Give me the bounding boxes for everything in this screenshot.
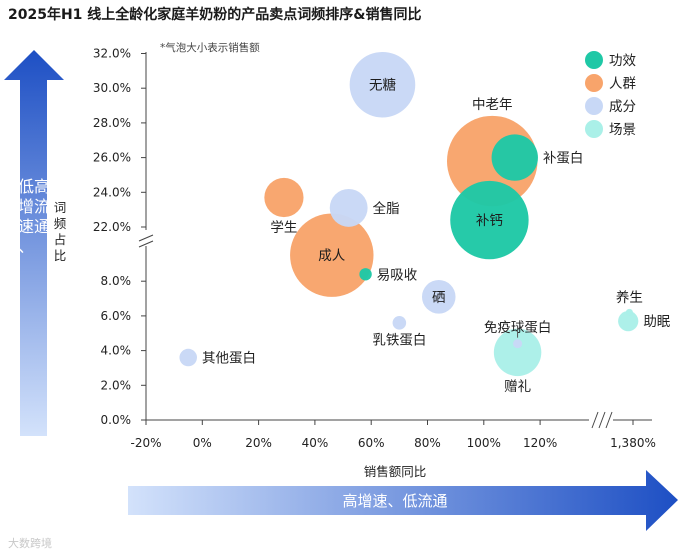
- x-tick-label: 60%: [358, 436, 385, 450]
- vertical-arrow-label: 低增速、高流通: [18, 177, 50, 256]
- bubble-label: 全脂: [373, 200, 400, 217]
- bubble-label: 学生: [270, 220, 297, 236]
- y-axis-title: 词频占比: [54, 200, 67, 263]
- bubble-label: 补蛋白: [543, 151, 584, 167]
- bubble-免疫球蛋白: [513, 339, 523, 349]
- legend-marker-场景: [585, 120, 603, 138]
- y-tick-label: 28.0%: [93, 116, 131, 130]
- bubble-label: 助眠: [643, 314, 670, 330]
- bubble-label: 乳铁蛋白: [372, 333, 426, 349]
- bubble-全脂: [329, 188, 368, 227]
- bubble-label: 无糖: [369, 78, 396, 94]
- bubble-其他蛋白: [179, 348, 197, 367]
- bubble-赠礼: [493, 328, 542, 377]
- x-break-mark-3: [605, 411, 613, 429]
- legend-label: 场景: [609, 122, 636, 138]
- bubble-label: 易吸收: [377, 267, 418, 283]
- y-tick-label: 0.0%: [101, 413, 132, 427]
- bubble-label: 养生: [616, 290, 643, 306]
- y-break-mark-2: [138, 240, 154, 248]
- x-axis-title: 销售额同比: [364, 464, 427, 479]
- bubble-label: 硒: [432, 290, 446, 306]
- y-tick-label: 4.0%: [101, 344, 132, 358]
- bubble-label: 赠礼: [504, 379, 531, 395]
- x-break-mark-1: [591, 411, 599, 429]
- horizontal-arrow-label: 高增速、低流通: [342, 492, 447, 510]
- watermark: 大数跨境: [8, 537, 52, 550]
- y-tick-label: 32.0%: [93, 47, 131, 61]
- x-tick-label: -20%: [130, 436, 161, 450]
- legend-marker-成分: [585, 97, 603, 115]
- chart-title: 2025年H1 线上全龄化家庭羊奶粉的产品卖点词频排序&销售同比: [8, 7, 422, 23]
- x-tick-label: 0%: [193, 436, 212, 450]
- legend-label: 成分: [609, 99, 636, 115]
- legend-label: 人群: [609, 76, 637, 92]
- y-tick-label: 8.0%: [101, 274, 132, 288]
- horizontal-arrow: [128, 470, 678, 531]
- x-break-mark-2: [598, 411, 606, 429]
- bubble-label: 成人: [318, 248, 345, 264]
- x-tick-label: 120%: [523, 436, 557, 450]
- bubble-size-note: *气泡大小表示销售额: [160, 42, 260, 54]
- vertical-arrow: [4, 50, 64, 436]
- bubble-补钙: [450, 180, 529, 260]
- y-break-mark-1: [138, 234, 154, 242]
- bubble-易吸收: [359, 268, 372, 281]
- bubble-补蛋白: [491, 134, 538, 181]
- y-tick-label: 2.0%: [101, 378, 132, 392]
- legend-label: 功效: [609, 53, 637, 69]
- bubble-助眠: [618, 310, 639, 332]
- legend-marker-人群: [585, 74, 603, 92]
- x-tick-label: 1,380%: [610, 436, 656, 450]
- bubble-label: 补钙: [476, 213, 503, 229]
- x-tick-label: 20%: [245, 436, 272, 450]
- bubble-学生: [264, 177, 304, 218]
- bubble-硒: [421, 280, 456, 314]
- y-tick-label: 30.0%: [93, 81, 131, 95]
- x-tick-label: 40%: [302, 436, 329, 450]
- bubble-label: 中老年: [472, 97, 513, 113]
- y-tick-label: 24.0%: [93, 185, 131, 199]
- x-tick-label: 100%: [467, 436, 501, 450]
- y-tick-label: 26.0%: [93, 151, 131, 165]
- y-tick-label: 6.0%: [101, 309, 132, 323]
- bubble-无糖: [349, 51, 416, 118]
- bubble-成人: [290, 213, 374, 297]
- bubble-乳铁蛋白: [392, 316, 407, 330]
- y-tick-label: 22.0%: [93, 220, 131, 234]
- bubble-label: 其他蛋白: [202, 351, 256, 367]
- legend-marker-功效: [585, 51, 603, 69]
- bubble-养生: [625, 308, 633, 317]
- x-tick-label: 80%: [414, 436, 441, 450]
